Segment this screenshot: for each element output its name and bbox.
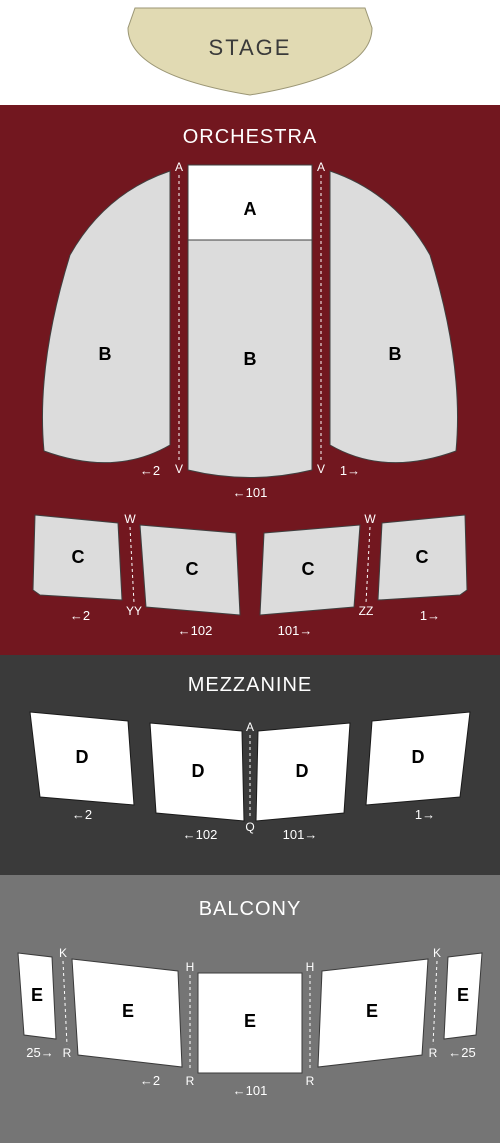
rear-bot-l: YY — [126, 604, 142, 618]
rear-top-l: W — [124, 512, 136, 526]
orch-center-a-label: A — [244, 199, 257, 219]
arr-main-l: ←2 — [140, 463, 160, 478]
balc-farl-label: E — [31, 985, 43, 1005]
arr-rear-ir: 101→ — [278, 623, 313, 638]
orchestra-title: ORCHESTRA — [183, 126, 318, 148]
rear-bot-r: ZZ — [359, 604, 374, 618]
mezz-ol-label: D — [76, 747, 89, 767]
balc-l-label: E — [122, 1001, 134, 1021]
balc-row-itl: H — [186, 960, 195, 974]
rear-ir-label: C — [302, 559, 315, 579]
mezz-il-label: D — [192, 761, 205, 781]
balc-row-obr: R — [429, 1046, 438, 1060]
balc-row-otr: K — [433, 946, 441, 960]
row-front-l: A — [175, 160, 183, 174]
orchestra-section: ORCHESTRA B B A B A A V V ←2 1→ ←101 C C… — [0, 105, 500, 655]
stage-label: STAGE — [209, 35, 292, 60]
balc-row-itr: H — [306, 960, 315, 974]
mezz-arr-or: 1→ — [415, 807, 435, 822]
rear-ol-label: C — [72, 547, 85, 567]
stage-area: STAGE — [0, 0, 500, 105]
orch-center-b-label: B — [244, 349, 257, 369]
rear-il-label: C — [186, 559, 199, 579]
balc-farr-label: E — [457, 985, 469, 1005]
mezz-title: MEZZANINE — [188, 674, 313, 696]
orchestra-svg: ORCHESTRA B B A B A A V V ←2 1→ ←101 C C… — [0, 105, 500, 655]
arr-main-r: 1→ — [340, 463, 360, 478]
mezzanine-section: MEZZANINE D D D D A Q ←2 ←102 101→ 1→ — [0, 655, 500, 875]
balc-arr-l: ←2 — [140, 1073, 160, 1088]
rear-top-r: W — [364, 512, 376, 526]
row-back-l: V — [175, 462, 183, 476]
row-front-r: A — [317, 160, 325, 174]
balc-arr-c: ←101 — [233, 1083, 268, 1098]
arr-rear-or: 1→ — [420, 608, 440, 623]
mezzanine-svg: MEZZANINE D D D D A Q ←2 ←102 101→ 1→ — [0, 655, 500, 875]
balc-row-otl: K — [59, 946, 67, 960]
arr-rear-ol: ←2 — [70, 608, 90, 623]
balc-row-ibr: R — [306, 1074, 315, 1088]
mezz-or-label: D — [412, 747, 425, 767]
orch-left-label: B — [99, 344, 112, 364]
row-back-r: V — [317, 462, 325, 476]
stage-svg: STAGE — [0, 0, 500, 105]
mezz-arr-ir: 101→ — [283, 827, 318, 842]
balc-arr-farr: ←25 — [448, 1045, 475, 1060]
balc-title: BALCONY — [199, 898, 302, 920]
mezz-arr-ol: ←2 — [72, 807, 92, 822]
balc-row-ibl: R — [186, 1074, 195, 1088]
balc-arr-farl: 25→ — [26, 1045, 53, 1060]
balc-c-label: E — [244, 1011, 256, 1031]
arr-rear-il: ←102 — [178, 623, 213, 638]
mezz-ir-label: D — [296, 761, 309, 781]
arr-main-c: ←101 — [233, 485, 268, 500]
balc-row-obl: R — [63, 1046, 72, 1060]
orch-right-label: B — [389, 344, 402, 364]
balcony-svg: BALCONY E E E E E K R K R H R H R 25→ ←2… — [0, 875, 500, 1143]
balcony-section: BALCONY E E E E E K R K R H R H R 25→ ←2… — [0, 875, 500, 1143]
mezz-row-top: A — [246, 720, 254, 734]
rear-or-label: C — [416, 547, 429, 567]
mezz-row-bot: Q — [245, 820, 254, 834]
balc-r-label: E — [366, 1001, 378, 1021]
mezz-arr-il: ←102 — [183, 827, 218, 842]
